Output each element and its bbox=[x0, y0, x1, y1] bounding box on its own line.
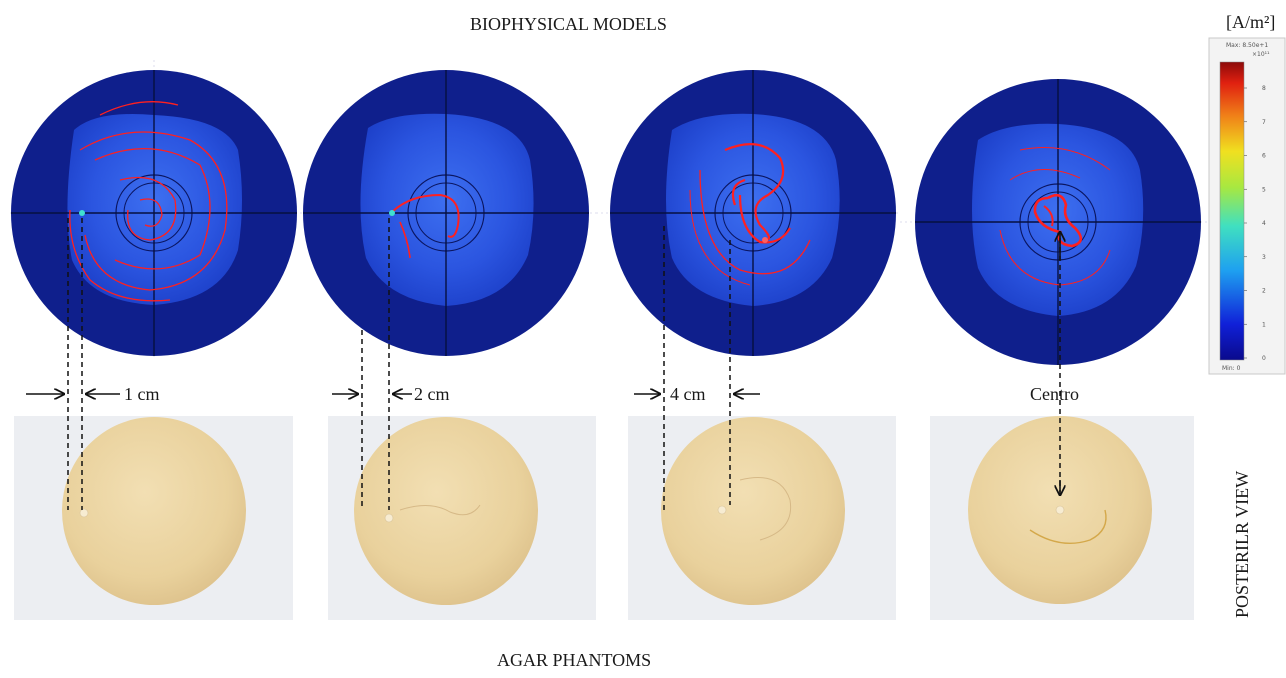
colorbar-tick-label: 3 bbox=[1262, 254, 1266, 261]
colorbar-tick-label: 8 bbox=[1262, 85, 1266, 92]
colorbar-tick-label: 0 bbox=[1262, 355, 1266, 362]
model-panel-1 bbox=[10, 60, 300, 360]
colorbar: Max: 8.50e+1 ×10¹¹ Min: 0 8 7 6 5 4 3 2 1 0 bbox=[1209, 38, 1285, 374]
colorbar-max-label: Max: 8.50e+1 bbox=[1226, 42, 1268, 49]
agar-phantoms bbox=[14, 416, 1194, 620]
agar-disk bbox=[354, 417, 538, 605]
model-panel-2 bbox=[300, 70, 596, 356]
colorbar-tick-label: 5 bbox=[1262, 186, 1266, 193]
colorbar-tick-label: 6 bbox=[1262, 153, 1266, 160]
colorbar-min-label: Min: 0 bbox=[1222, 365, 1241, 372]
colorbar-tick-label: 2 bbox=[1262, 288, 1266, 295]
model-panel-4 bbox=[900, 79, 1210, 365]
colorbar-tick-label: 1 bbox=[1262, 321, 1266, 328]
agar-disk bbox=[62, 417, 246, 605]
colorbar-tick-label: 7 bbox=[1262, 119, 1266, 126]
colorbar-tick-label: 4 bbox=[1262, 220, 1266, 227]
model-panel-3 bbox=[596, 70, 900, 356]
colorbar-exponent-label: ×10¹¹ bbox=[1252, 51, 1270, 58]
agar-disk bbox=[661, 417, 845, 605]
